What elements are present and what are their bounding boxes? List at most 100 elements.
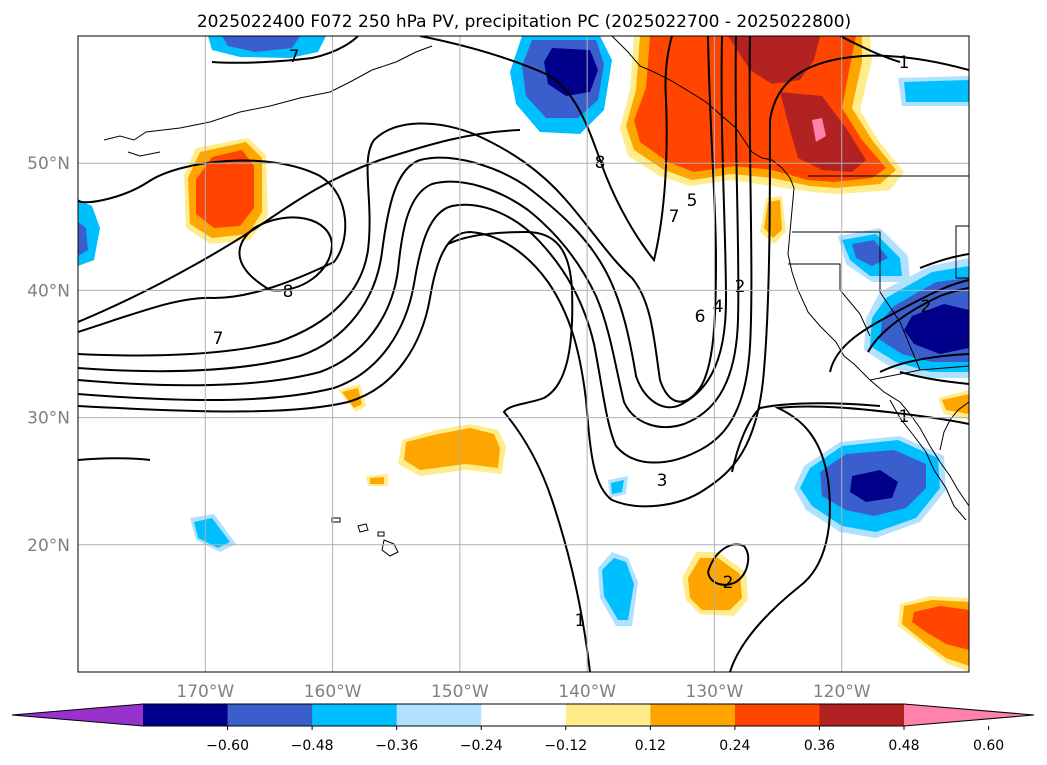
pv-contour <box>78 129 521 323</box>
colorbar-bin <box>481 704 567 726</box>
precip-negative-area <box>194 518 230 548</box>
precip-positive-area <box>764 200 782 238</box>
x-tick-label: 140°W <box>558 682 616 702</box>
pv-contour-label: 2 <box>921 297 932 317</box>
pv-contour-label: 5 <box>687 191 698 211</box>
precip-negative-area <box>78 222 88 256</box>
pv-contour <box>729 405 969 672</box>
x-tick-label: 150°W <box>431 682 489 702</box>
colorbar-bin <box>396 704 482 726</box>
pv-contour-label: 7 <box>213 329 224 349</box>
y-tick-label: 30°N <box>27 409 70 429</box>
precip-negative-area <box>904 80 969 102</box>
precip-positive-area <box>942 394 969 414</box>
precip-negative-area <box>850 470 898 502</box>
y-tick-label: 20°N <box>27 536 70 556</box>
pv-contour <box>78 159 347 333</box>
pv-contour <box>78 36 753 464</box>
coastlines <box>103 36 969 557</box>
pv-contour <box>707 543 750 586</box>
y-axis-ticks: 50°N 40°N 30°N 20°N <box>27 154 70 556</box>
precip-positive-area <box>728 36 820 84</box>
coastline <box>127 151 161 157</box>
colorbar-tick-label: 0.36 <box>804 738 835 754</box>
pv-contour <box>839 36 901 63</box>
pv-contour-label: 1 <box>899 53 910 73</box>
coastline <box>381 539 399 557</box>
coastline <box>357 523 369 533</box>
pv-contour-label: 1 <box>899 407 910 427</box>
state-border <box>879 291 921 371</box>
pv-contour <box>829 279 969 373</box>
precip-positive-area <box>342 388 362 408</box>
colorbar-bin <box>227 704 313 726</box>
pv-contour-label: 6 <box>695 307 706 327</box>
x-tick-label: 120°W <box>813 682 871 702</box>
pv-contour <box>78 36 728 409</box>
colorbar-bin <box>650 704 736 726</box>
pv-contour-label: 4 <box>713 297 724 317</box>
precip-positive-area <box>912 606 969 650</box>
coastline <box>611 36 795 189</box>
pv-contour-label: 2 <box>723 573 734 593</box>
precip-negative-area <box>222 36 300 52</box>
precip-negative-area <box>904 304 969 354</box>
colorbar-tick-label: 0.24 <box>719 738 750 754</box>
pv-contour <box>899 371 969 385</box>
pv-contour <box>867 287 969 353</box>
x-tick-label: 170°W <box>176 682 234 702</box>
precip-positive-area <box>196 150 254 228</box>
colorbar-tick-label: −0.24 <box>460 738 503 754</box>
precip-positive-area <box>812 118 826 142</box>
x-tick-label: 160°W <box>304 682 362 702</box>
pv-contour-label: 2 <box>735 277 746 297</box>
colorbar-tick-label: 0.12 <box>635 738 666 754</box>
pv-contour <box>447 230 591 672</box>
pv-contour <box>78 457 151 461</box>
pv-contour-label: 8 <box>283 282 294 302</box>
pv-contour <box>238 216 334 292</box>
y-tick-label: 50°N <box>27 154 70 174</box>
colorbar-tick-label: −0.60 <box>206 738 249 754</box>
pv-contour-label: 1 <box>575 611 586 631</box>
coastline <box>889 399 967 521</box>
coastline <box>377 531 385 537</box>
colorbar-bin <box>143 704 229 726</box>
pv-contour <box>78 36 740 428</box>
pv-contour <box>419 36 673 263</box>
precip-positive-area <box>688 558 742 610</box>
gridlines <box>78 36 969 672</box>
precip-negative-area <box>544 48 598 96</box>
colorbar-outline <box>11 703 1035 727</box>
pv-contour-label: 7 <box>289 47 300 67</box>
precip-shading <box>78 36 969 672</box>
state-border <box>955 225 969 279</box>
colorbar-bin <box>734 704 820 726</box>
colorbar-tick-label: −0.36 <box>375 738 418 754</box>
map-area: 7 1 8 5 7 8 2 4 6 7 2 3 1 1 2 <box>78 36 969 672</box>
coastline <box>331 517 341 523</box>
colorbar: −0.60 −0.48 −0.36 −0.24 −0.12 0.12 0.24 0.36 0.4… <box>11 703 1035 754</box>
coastline <box>787 187 969 507</box>
precip-positive-area <box>404 428 500 470</box>
colorbar-extend-low <box>12 704 143 726</box>
colorbar-tick-label: 0.60 <box>973 738 1004 754</box>
state-border <box>792 231 881 292</box>
pv-contour <box>919 253 969 269</box>
colorbar-tick-label: −0.12 <box>544 738 587 754</box>
precip-negative-area <box>852 240 888 266</box>
x-axis-ticks: 170°W 160°W 150°W 140°W 130°W 120°W <box>176 682 870 702</box>
pv-contour-label: 3 <box>657 471 668 491</box>
precip-positive-area <box>370 477 384 484</box>
colorbar-bin <box>819 704 905 726</box>
pv-contour <box>879 353 969 373</box>
map-frame <box>77 35 970 673</box>
colorbar-bin <box>312 704 398 726</box>
chart-title: 2025022400 F072 250 hPa PV, precipitatio… <box>197 12 851 32</box>
colorbar-tick-label: −0.48 <box>291 738 334 754</box>
precip-negative-area <box>602 558 634 620</box>
colorbar-bin <box>565 704 651 726</box>
coastline <box>103 45 433 141</box>
x-tick-label: 130°W <box>686 682 744 702</box>
